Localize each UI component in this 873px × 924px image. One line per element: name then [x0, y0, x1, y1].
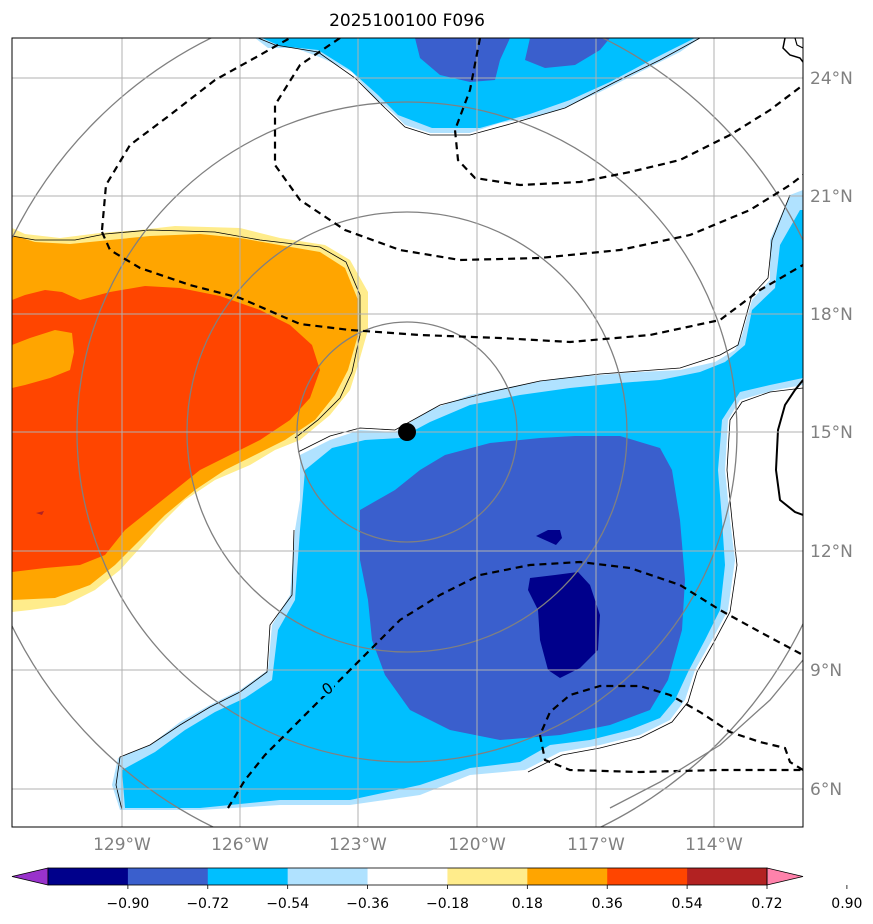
colorbar-segment: [367, 868, 448, 885]
longitude-labels: 129°W 126°W 123°W 120°W 117°W 114°W: [93, 835, 743, 855]
lon-label-120w: 120°W: [448, 835, 506, 855]
colorbar-segment: [607, 868, 688, 885]
latitude-labels: 24°N 21°N 18°N 15°N 12°N 9°N 6°N: [810, 69, 853, 800]
storm-center-marker: [398, 423, 416, 441]
colorbar-tick-label: −0.54: [266, 896, 309, 912]
lon-label-117w: 117°W: [567, 835, 625, 855]
colorbar-segment: [287, 868, 369, 885]
colorbar-segment: [127, 868, 209, 885]
colorbar-segment: [48, 868, 129, 885]
lon-label-126w: 126°W: [211, 835, 269, 855]
graticule: [12, 38, 803, 827]
colorbar-outline: [47, 867, 768, 886]
colorbar-segment: [527, 868, 608, 885]
map-area: 0: [12, 38, 803, 827]
colorbar-tick-label: −0.18: [426, 896, 469, 912]
colorbar-tick-label: −0.90: [106, 896, 149, 912]
lat-label-9n: 9°N: [810, 661, 842, 681]
lat-label-12n: 12°N: [810, 542, 853, 562]
lon-label-114w: 114°W: [685, 835, 743, 855]
coastline: [774, 379, 803, 516]
map-title: 2025100100 F096: [329, 11, 485, 31]
lon-label-123w: 123°W: [329, 835, 387, 855]
lat-label-18n: 18°N: [810, 305, 853, 325]
colorbar-tick-label: 0.54: [672, 896, 703, 912]
colorbar: −0.90 −0.72 −0.54 −0.36 −0.18 0.18 0.36 0.54 0.7…: [11, 867, 862, 912]
colorbar-segment: [207, 868, 289, 885]
colorbar-segment: [687, 868, 768, 885]
lat-label-24n: 24°N: [810, 69, 853, 89]
colorbar-tick-label: −0.36: [346, 896, 389, 912]
colorbar-extend-max: [766, 867, 804, 886]
lat-label-6n: 6°N: [810, 780, 842, 800]
colorbar-tick-label: 0.36: [592, 896, 623, 912]
colorbar-tick-label: 0.90: [831, 896, 862, 912]
colorbar-segment: [447, 868, 528, 885]
lon-label-129w: 129°W: [93, 835, 151, 855]
colorbar-tick-label: 0.72: [751, 896, 782, 912]
map-border: [11, 37, 804, 828]
colorbar-tick-label: −0.72: [186, 896, 229, 912]
lat-label-15n: 15°N: [810, 423, 853, 443]
colorbar-tick-label: 0.18: [512, 896, 543, 912]
lat-label-21n: 21°N: [810, 187, 853, 207]
colorbar-extend-min: [11, 867, 49, 886]
dashed-contours: [100, 38, 803, 809]
